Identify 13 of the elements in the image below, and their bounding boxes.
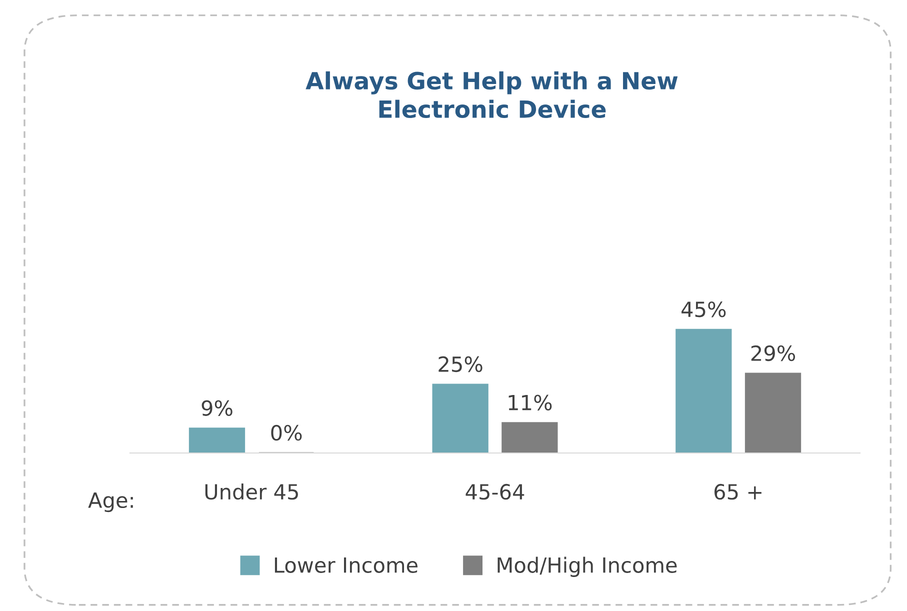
data-label: 45% (682, 301, 726, 318)
chart-title: Always Get Help with a New Electronic Device (306, 71, 678, 118)
data-label: 25% (438, 356, 482, 372)
data-label: 0% (271, 424, 302, 441)
x-tick-label: 65 + (714, 484, 762, 500)
x-tick-label: 45-64 (466, 484, 524, 500)
legend-label: Mod/High Income (498, 556, 677, 577)
x-tick-label: Under 45 (205, 484, 298, 500)
data-label: 11% (508, 394, 552, 410)
data-label: 9% (202, 400, 232, 416)
legend-label: Lower Income (274, 557, 418, 573)
x-axis-title: Age: (88, 492, 133, 512)
data-label: 29% (751, 345, 796, 362)
